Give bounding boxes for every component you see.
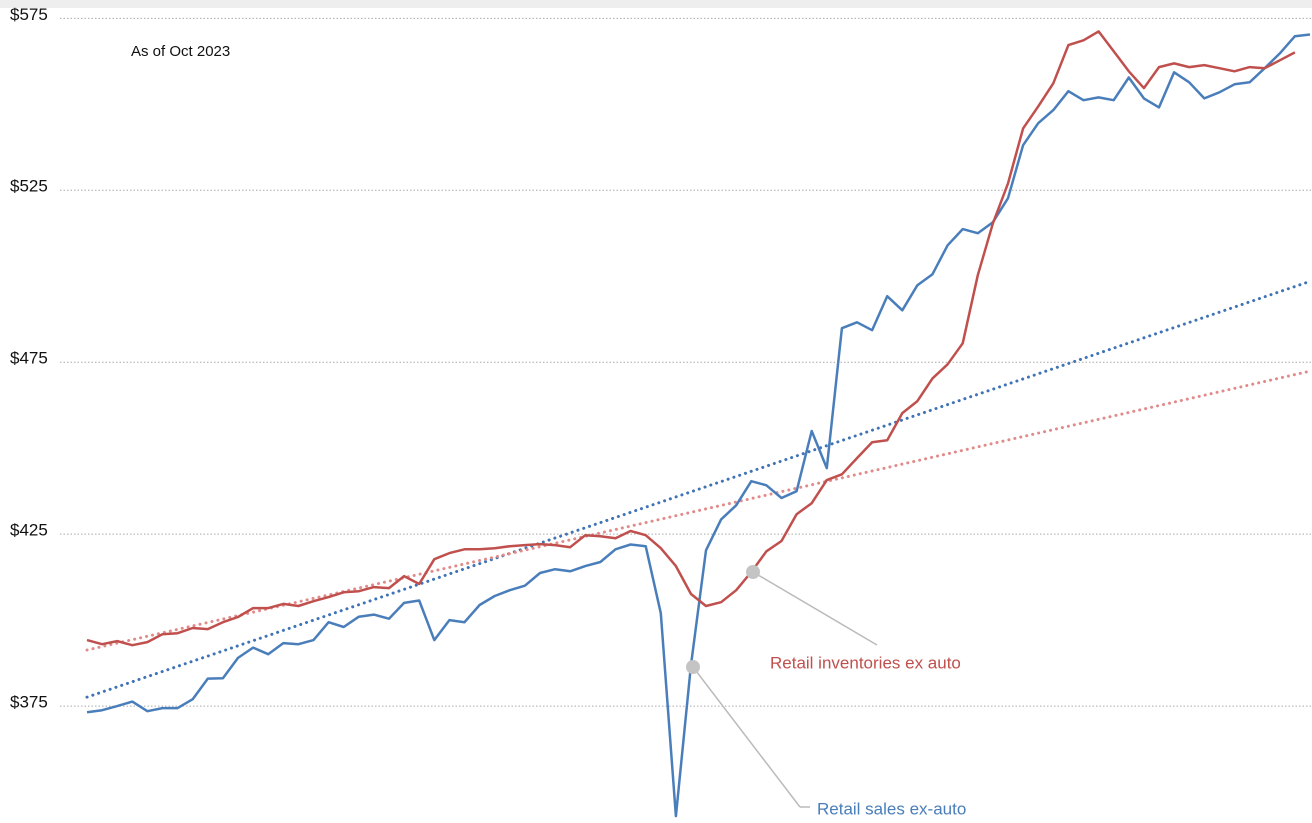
y-tick-label: $375 (10, 693, 48, 712)
annotation-marker (686, 660, 700, 674)
series-line (86, 33, 1311, 818)
y-tick-label: $525 (10, 177, 48, 196)
trend-line (85, 279, 1312, 699)
as-of-note: As of Oct 2023 (131, 43, 230, 60)
leader-line (692, 666, 801, 808)
y-tick-label: $475 (10, 349, 48, 368)
trend-line (85, 369, 1312, 652)
series-line (86, 30, 1296, 647)
leader-line (752, 571, 878, 646)
y-tick-label: $575 (10, 5, 48, 24)
annotation-marker (746, 565, 760, 579)
y-tick-label: $425 (10, 521, 48, 540)
top-band (0, 0, 1312, 8)
series-label: Retail sales ex-auto (817, 799, 966, 818)
series-label: Retail inventories ex auto (770, 653, 961, 672)
